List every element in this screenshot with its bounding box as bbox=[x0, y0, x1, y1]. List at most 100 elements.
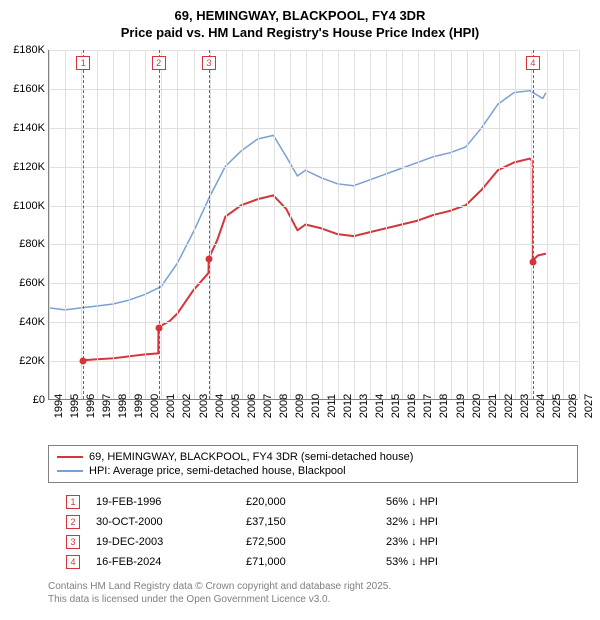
footer-text: Contains HM Land Registry data © Crown c… bbox=[48, 580, 578, 606]
sales-row: 230-OCT-2000£37,15032% ↓ HPI bbox=[66, 512, 566, 532]
gridline-v bbox=[531, 50, 532, 399]
x-tick-label: 2020 bbox=[471, 394, 483, 418]
x-tick-label: 1999 bbox=[133, 394, 145, 418]
gridline-v bbox=[370, 50, 371, 399]
gridline-v bbox=[547, 50, 548, 399]
gridline-v bbox=[290, 50, 291, 399]
plot-area: £0£20K£40K£60K£80K£100K£120K£140K£160K£1… bbox=[48, 50, 578, 400]
x-tick-label: 1998 bbox=[117, 394, 129, 418]
y-tick-label: £80K bbox=[3, 238, 45, 250]
sale-date: 16-FEB-2024 bbox=[96, 556, 246, 568]
x-tick-label: 2006 bbox=[246, 394, 258, 418]
x-tick-label: 2011 bbox=[326, 394, 338, 418]
gridline-v bbox=[322, 50, 323, 399]
gridline-v bbox=[483, 50, 484, 399]
y-tick-label: £100K bbox=[3, 200, 45, 212]
x-tick-label: 2017 bbox=[422, 394, 434, 418]
y-tick-label: £180K bbox=[3, 44, 45, 56]
title-line2: Price paid vs. HM Land Registry's House … bbox=[0, 25, 600, 42]
y-tick-label: £40K bbox=[3, 316, 45, 328]
legend-swatch-hpi bbox=[57, 470, 83, 472]
x-tick-label: 2010 bbox=[310, 394, 322, 418]
legend-swatch-property bbox=[57, 456, 83, 458]
x-tick-label: 1996 bbox=[85, 394, 97, 418]
x-tick-label: 2005 bbox=[230, 394, 242, 418]
sale-event-line bbox=[209, 50, 210, 399]
x-tick-label: 2027 bbox=[583, 394, 595, 418]
legend-label-property: 69, HEMINGWAY, BLACKPOOL, FY4 3DR (semi-… bbox=[89, 451, 413, 463]
footer-line1: Contains HM Land Registry data © Crown c… bbox=[48, 580, 578, 593]
x-tick-label: 2004 bbox=[214, 394, 226, 418]
legend-box: 69, HEMINGWAY, BLACKPOOL, FY4 3DR (semi-… bbox=[48, 445, 578, 483]
x-tick-label: 2007 bbox=[262, 394, 274, 418]
gridline-v bbox=[274, 50, 275, 399]
gridline-v bbox=[402, 50, 403, 399]
gridline-v bbox=[226, 50, 227, 399]
sale-date: 19-DEC-2003 bbox=[96, 536, 246, 548]
sale-bubble: 3 bbox=[66, 535, 80, 549]
gridline-v bbox=[49, 50, 50, 399]
sale-bubble: 4 bbox=[66, 555, 80, 569]
x-tick-label: 2025 bbox=[551, 394, 563, 418]
sale-date: 30-OCT-2000 bbox=[96, 516, 246, 528]
sale-event-bubble: 4 bbox=[526, 56, 540, 70]
x-tick-label: 2012 bbox=[342, 394, 354, 418]
sale-event-line bbox=[159, 50, 160, 399]
sale-event-dot bbox=[80, 358, 87, 365]
sale-delta: 56% ↓ HPI bbox=[386, 496, 546, 508]
sale-date: 19-FEB-1996 bbox=[96, 496, 246, 508]
footer-line2: This data is licensed under the Open Gov… bbox=[48, 593, 578, 606]
sale-price: £20,000 bbox=[246, 496, 386, 508]
sales-row: 3 19-DEC-2003£72,50023% ↓ HPI bbox=[66, 532, 566, 552]
sale-price: £72,500 bbox=[246, 536, 386, 548]
gridline-v bbox=[418, 50, 419, 399]
y-tick-label: £0 bbox=[3, 394, 45, 406]
y-tick-label: £20K bbox=[3, 355, 45, 367]
gridline-v bbox=[467, 50, 468, 399]
y-tick-label: £140K bbox=[3, 122, 45, 134]
gridline-v bbox=[97, 50, 98, 399]
sale-event-dot bbox=[155, 324, 162, 331]
sale-event-line bbox=[83, 50, 84, 399]
gridline-v bbox=[579, 50, 580, 399]
sale-bubble: 1 bbox=[66, 495, 80, 509]
x-tick-label: 2008 bbox=[278, 394, 290, 418]
x-tick-label: 2024 bbox=[535, 394, 547, 418]
legend-row-property: 69, HEMINGWAY, BLACKPOOL, FY4 3DR (semi-… bbox=[57, 450, 569, 464]
series-line-property bbox=[83, 159, 546, 361]
legend-row-hpi: HPI: Average price, semi-detached house,… bbox=[57, 464, 569, 478]
sale-event-bubble: 1 bbox=[76, 56, 90, 70]
x-tick-label: 2021 bbox=[487, 394, 499, 418]
x-tick-label: 2022 bbox=[503, 394, 515, 418]
sale-price: £37,150 bbox=[246, 516, 386, 528]
x-tick-label: 2019 bbox=[455, 394, 467, 418]
gridline-v bbox=[242, 50, 243, 399]
gridline-v bbox=[145, 50, 146, 399]
x-tick-label: 2009 bbox=[294, 394, 306, 418]
sales-row: 416-FEB-2024£71,00053% ↓ HPI bbox=[66, 552, 566, 572]
gridline-v bbox=[306, 50, 307, 399]
x-tick-label: 2016 bbox=[406, 394, 418, 418]
sale-event-bubble: 3 bbox=[202, 56, 216, 70]
sale-event-line bbox=[533, 50, 534, 399]
gridline-v bbox=[81, 50, 82, 399]
sale-event-dot bbox=[529, 258, 536, 265]
sales-table: 1 19-FEB-1996£20,00056% ↓ HPI 230-OCT-2000… bbox=[66, 492, 566, 572]
x-tick-label: 2018 bbox=[438, 394, 450, 418]
legend-label-hpi: HPI: Average price, semi-detached house,… bbox=[89, 465, 346, 477]
x-tick-label: 2014 bbox=[374, 394, 386, 418]
x-tick-label: 1994 bbox=[53, 394, 65, 418]
sale-delta: 53% ↓ HPI bbox=[386, 556, 546, 568]
gridline-v bbox=[258, 50, 259, 399]
x-tick-label: 2023 bbox=[519, 394, 531, 418]
x-tick-label: 1997 bbox=[101, 394, 113, 418]
x-tick-label: 2002 bbox=[181, 394, 193, 418]
sale-event-bubble: 2 bbox=[152, 56, 166, 70]
y-tick-label: £60K bbox=[3, 277, 45, 289]
sale-delta: 23% ↓ HPI bbox=[386, 536, 546, 548]
y-tick-label: £160K bbox=[3, 83, 45, 95]
x-tick-label: 2013 bbox=[358, 394, 370, 418]
gridline-v bbox=[177, 50, 178, 399]
gridline-v bbox=[65, 50, 66, 399]
x-tick-label: 1995 bbox=[69, 394, 81, 418]
